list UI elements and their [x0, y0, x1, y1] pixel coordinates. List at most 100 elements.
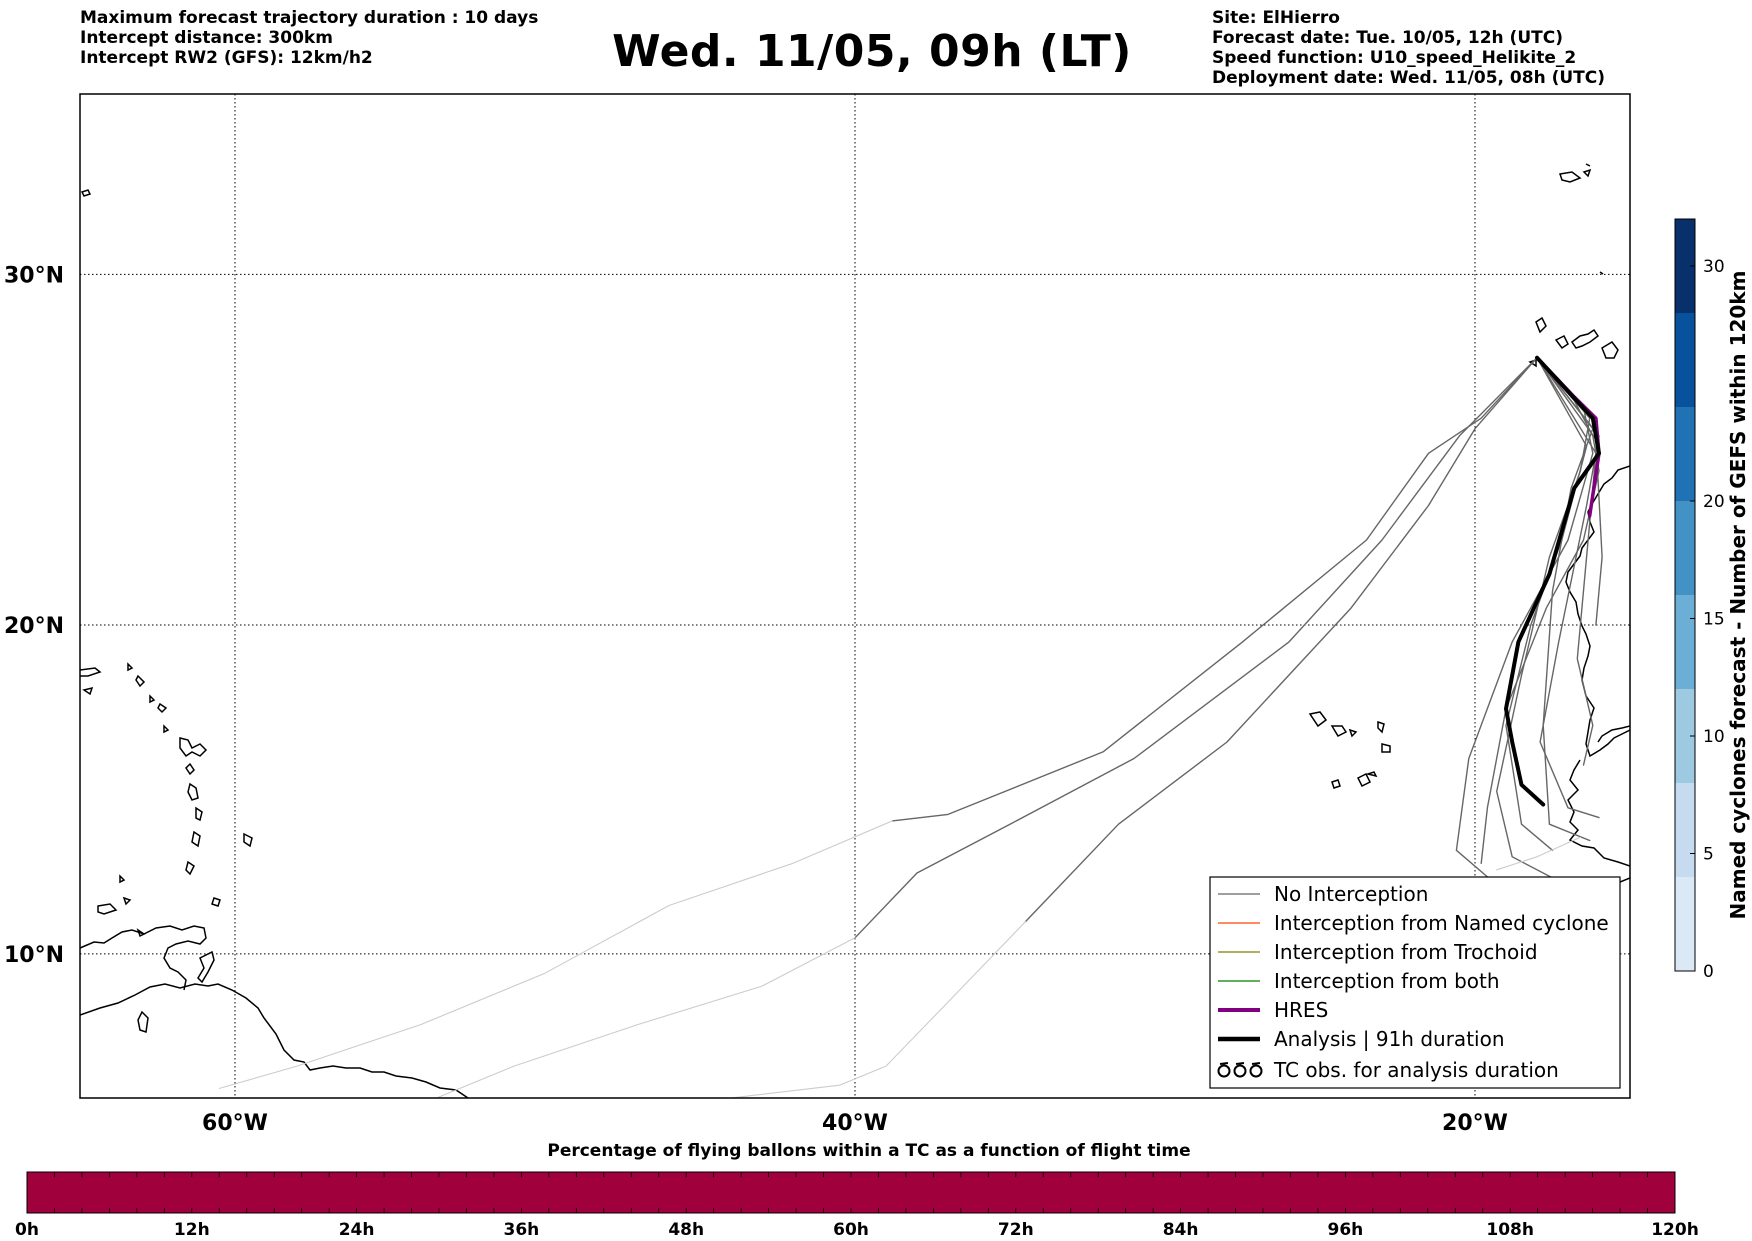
- longitude-labels: 60°W 40°W 20°W: [202, 1111, 1508, 1136]
- coastline-martinique: [187, 782, 199, 801]
- coastline-islet-1: [119, 874, 126, 884]
- coastline-cape-verde-6: [1331, 779, 1341, 789]
- coastline-guadeloupe: [179, 737, 208, 758]
- ensemble-track: [854, 357, 1538, 939]
- colorbar-segment: [1675, 689, 1695, 783]
- flight-time-tick-label: 84h: [1163, 1220, 1199, 1240]
- coastline-cape-verde-7: [1356, 772, 1372, 788]
- coastline-bermuda: [80, 189, 92, 197]
- colorbar-tick-label: 10: [1703, 727, 1725, 747]
- legend-item: TC obs. for analysis duration: [1217, 1058, 1559, 1082]
- ensemble-track: [435, 937, 856, 1098]
- main-title: Wed. 11/05, 09h (LT): [0, 26, 1752, 77]
- coastline-islet-3: [136, 928, 146, 938]
- coastline-senegal: [1597, 725, 1630, 743]
- header-right-line: Site: ElHierro: [1212, 8, 1340, 28]
- flight-time-colorbar-ticks: 0h 12h 24h 36h 48h 60h 72h 84h 96h 108h 120h: [15, 1172, 1699, 1240]
- header-left-line: Intercept distance: 300km: [80, 28, 333, 48]
- analysis-track: [1504, 355, 1601, 807]
- tc-symbol-icon: [1217, 1062, 1263, 1078]
- coastline-antilles-1: [127, 662, 134, 672]
- coastline-canary-2: [1554, 334, 1569, 350]
- coastline-antilles-6: [185, 762, 195, 776]
- coastline-islet-madeira: [1585, 163, 1591, 167]
- ensemble-track: [1496, 836, 1581, 871]
- colorbar-segment: [1675, 783, 1695, 877]
- colorbar-segment: [1675, 407, 1695, 501]
- legend-box: [1209, 876, 1621, 1089]
- colorbar-tick-label: 20: [1703, 492, 1725, 512]
- header-info-left: Maximum forecast trajectory duration : 1…: [80, 8, 538, 68]
- legend-item: Analysis | 91h duration: [1218, 1027, 1505, 1051]
- cyclone-colorbar: 0 5 10 15 20 30 Named cyclones forecast - Num…: [1674, 218, 1750, 982]
- coastlines: [80, 163, 1630, 1098]
- coastline-virgin-islands: [82, 686, 94, 696]
- ensemble-track: [218, 820, 893, 1089]
- flight-time-colorbar-bar: [26, 1171, 1676, 1214]
- flight-time-tick-label: 108h: [1486, 1220, 1534, 1240]
- flight-time-tick-label: 120h: [1651, 1220, 1699, 1240]
- flight-time-tick-label: 36h: [504, 1220, 540, 1240]
- coastline-antilles-7: [195, 806, 203, 822]
- flight-time-tick-label: 60h: [833, 1220, 869, 1240]
- colorbar-tick-label: 5: [1703, 845, 1714, 865]
- ensemble-track: [1536, 357, 1597, 766]
- flight-time-tick-label: 96h: [1328, 1220, 1364, 1240]
- coastline-st-vincent: [185, 860, 195, 876]
- colorbar-segment: [1675, 501, 1695, 595]
- colorbar-segment: [1675, 877, 1695, 971]
- coastline-trinidad: [197, 950, 215, 984]
- cyclone-colorbar-frame: [1674, 218, 1696, 972]
- coastline-cape-verde-1: [1308, 711, 1328, 728]
- legend-item: Interception from Trochoid: [1218, 940, 1538, 964]
- legend-label: Interception from both: [1274, 969, 1500, 993]
- colorbar-segment: [1675, 313, 1695, 407]
- trajectories: [218, 355, 1603, 1098]
- coastline-cape-verde-4: [1377, 720, 1385, 734]
- header-info-right: Site: ElHierro Forecast date: Tue. 10/05…: [1212, 8, 1605, 88]
- flight-time-tick-label: 0h: [15, 1220, 39, 1240]
- coastline-grenada: [211, 897, 221, 907]
- cyclone-colorbar-segments: [1675, 219, 1695, 971]
- cyclone-colorbar-ticks: 0 5 10 15 20 30: [1690, 257, 1725, 982]
- coastline-porto-santo: [1582, 168, 1592, 178]
- coastline-antilles-3: [149, 694, 156, 704]
- legend-label: Interception from Named cyclone: [1274, 911, 1609, 935]
- legend-label: TC obs. for analysis duration: [1273, 1058, 1559, 1082]
- colorbar-tick-label: 0: [1703, 962, 1714, 982]
- coastline-gran-canaria: [1601, 341, 1619, 359]
- coastline-st-lucia: [191, 830, 201, 848]
- coastline-tobago: [137, 1010, 149, 1033]
- flight-time-tick-label: 48h: [668, 1220, 704, 1240]
- latitude-label: 10°N: [4, 943, 64, 968]
- coastline-antilles-4: [157, 702, 168, 714]
- coastline-puerto-rico: [80, 667, 102, 677]
- coastline-cape-verde-8: [1365, 771, 1378, 778]
- latitude-label: 20°N: [4, 614, 64, 639]
- coastline-cape-verde-2: [1330, 725, 1348, 737]
- header-left-line: Intercept RW2 (GFS): 12km/h2: [80, 48, 373, 68]
- coastline-venezuela: [80, 925, 207, 991]
- longitude-label: 40°W: [822, 1111, 888, 1136]
- legend-label: HRES: [1274, 998, 1328, 1022]
- coastline-curacao: [97, 903, 118, 915]
- ensemble-track: [891, 357, 1538, 822]
- legend-item: HRES: [1218, 998, 1328, 1022]
- coastline-islet-2: [122, 896, 132, 906]
- ensemble-track: [1505, 357, 1588, 851]
- latitude-label: 30°N: [4, 263, 64, 288]
- colorbar-tick-label: 30: [1703, 257, 1725, 277]
- cyclone-colorbar-label: Named cyclones forecast - Number of GEFS…: [1726, 271, 1750, 920]
- coastline-tenerife: [1570, 328, 1600, 349]
- coastline-barbados: [243, 832, 253, 848]
- colorbar-segment: [1675, 595, 1695, 689]
- header-right-line: Forecast date: Tue. 10/05, 12h (UTC): [1212, 28, 1563, 48]
- coastline-antilles-5: [163, 724, 170, 734]
- coastline-cape-verde-5: [1381, 743, 1391, 753]
- ensemble-track: [1536, 357, 1603, 626]
- legend-item: Interception from Named cyclone: [1218, 911, 1609, 935]
- legend-label: No Interception: [1274, 882, 1428, 906]
- flight-time-colorbar: Percentage of flying ballons within a TC…: [15, 1141, 1699, 1240]
- legend-item: No Interception: [1218, 882, 1428, 906]
